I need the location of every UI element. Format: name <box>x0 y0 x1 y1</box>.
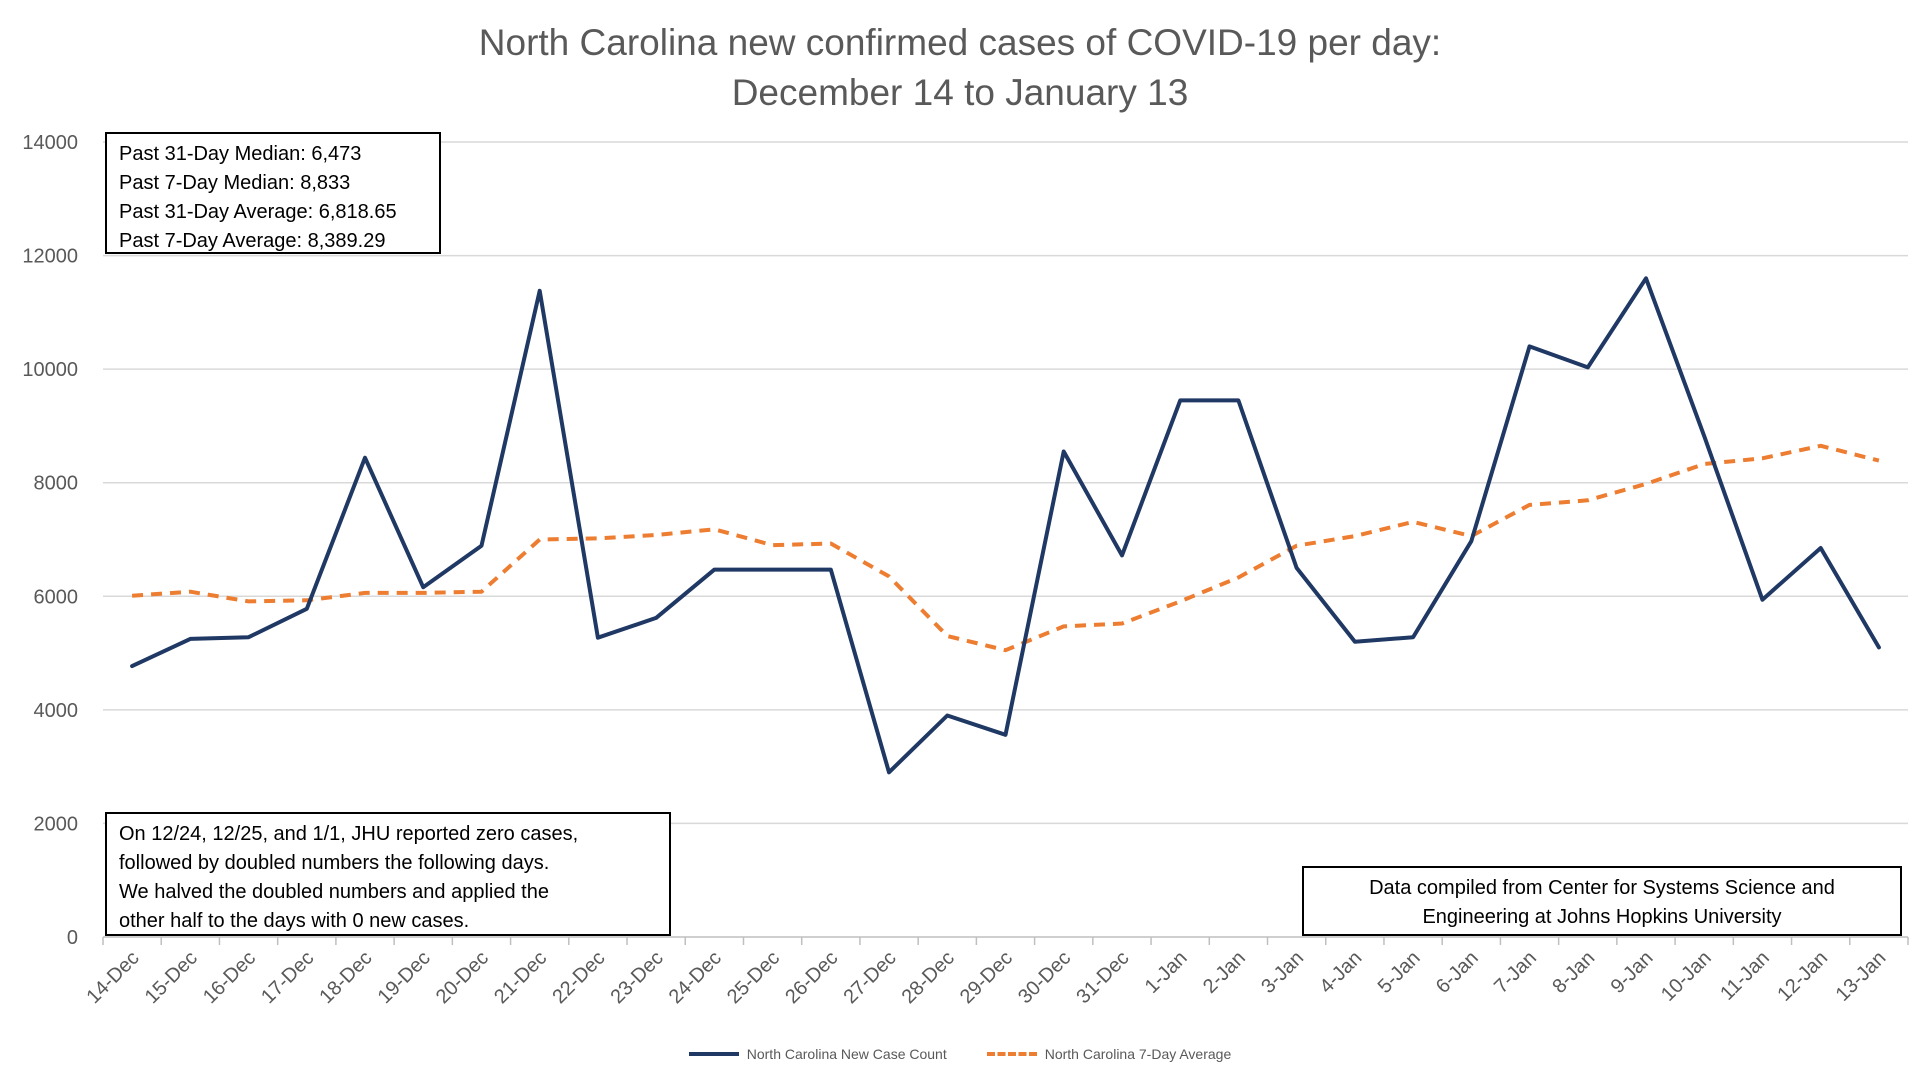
y-tick-label: 6000 <box>34 586 79 608</box>
x-tick-label: 18-Dec <box>315 947 376 1008</box>
x-tick-label: 31-Dec <box>1072 947 1133 1008</box>
x-tick-label: 21-Dec <box>490 947 551 1008</box>
y-tick-label: 0 <box>67 927 78 949</box>
x-tick-label: 14-Dec <box>82 947 143 1008</box>
stat-7-day-average: Past 7-Day Average: 8,389.29 <box>119 230 386 252</box>
x-tick-label: 17-Dec <box>257 947 318 1008</box>
series-line-7-day-average <box>131 443 1880 653</box>
x-tick-label: 9-Jan <box>1607 947 1658 998</box>
x-tick-label: 23-Dec <box>607 947 668 1008</box>
legend-label-7-day-average: North Carolina 7-Day Average <box>1044 1046 1232 1062</box>
x-tick-label: 29-Dec <box>956 947 1017 1008</box>
x-tick-label: 25-Dec <box>723 947 784 1008</box>
stat-7-day-median: Past 7-Day Median: 8,833 <box>119 172 351 194</box>
x-tick-label: 4-Jan <box>1315 947 1366 998</box>
legend-item-new-cases: North Carolina New Case Count <box>688 1046 947 1062</box>
x-tick-label: 26-Dec <box>781 947 842 1008</box>
x-tick-label: 22-Dec <box>548 947 609 1008</box>
x-tick-label: 3-Jan <box>1257 947 1308 998</box>
x-tick-label: 30-Dec <box>1014 947 1075 1008</box>
x-tick-label: 12-Jan <box>1773 947 1832 1006</box>
x-tick-label: 8-Jan <box>1548 947 1599 998</box>
x-tick-label: 6-Jan <box>1432 947 1483 998</box>
y-tick-label: 14000 <box>22 132 78 154</box>
y-tick-label: 12000 <box>22 246 78 268</box>
note-line: other half to the days with 0 new cases. <box>119 910 470 932</box>
source-line: Engineering at Johns Hopkins University <box>1422 906 1782 928</box>
chart-legend: North Carolina New Case Count North Caro… <box>0 1046 1920 1062</box>
stat-31-day-average: Past 31-Day Average: 6,818.65 <box>119 201 397 223</box>
x-tick-label: 19-Dec <box>374 947 435 1008</box>
source-line: Data compiled from Center for Systems Sc… <box>1369 877 1835 899</box>
x-tick-label: 28-Dec <box>898 947 959 1008</box>
chart-subtitle: December 14 to January 13 <box>731 72 1189 113</box>
x-tick-label: 7-Jan <box>1490 947 1541 998</box>
x-tick-label: 13-Jan <box>1832 947 1891 1006</box>
note-line: followed by doubled numbers the followin… <box>119 852 550 874</box>
legend-label-new-cases: North Carolina New Case Count <box>746 1046 947 1062</box>
x-tick-label: 1-Jan <box>1141 947 1192 998</box>
x-tick-label: 5-Jan <box>1374 947 1425 998</box>
x-tick-label: 24-Dec <box>665 947 726 1008</box>
chart-title: North Carolina new confirmed cases of CO… <box>478 22 1442 63</box>
stat-31-day-median: Past 31-Day Median: 6,473 <box>119 143 362 165</box>
y-tick-label: 4000 <box>34 700 79 722</box>
note-line: On 12/24, 12/25, and 1/1, JHU reported z… <box>119 823 579 845</box>
y-tick-label: 8000 <box>34 473 79 495</box>
x-tick-label: 20-Dec <box>432 947 493 1008</box>
x-tick-label: 15-Dec <box>141 947 202 1008</box>
note-box: On 12/24, 12/25, and 1/1, JHU reported z… <box>105 812 671 936</box>
x-tick-label: 27-Dec <box>839 947 900 1008</box>
note-line: We halved the doubled numbers and applie… <box>119 881 549 903</box>
stats-box: Past 31-Day Median: 6,473 Past 7-Day Med… <box>105 132 441 254</box>
source-box: Data compiled from Center for Systems Sc… <box>1302 866 1902 936</box>
x-tick-label: 2-Jan <box>1199 947 1250 998</box>
legend-swatch-7-day-average <box>986 1052 1037 1056</box>
x-tick-label: 10-Jan <box>1657 947 1716 1006</box>
y-tick-label: 2000 <box>34 813 79 835</box>
x-tick-label: 11-Jan <box>1716 947 1774 1005</box>
legend-item-7-day-average: North Carolina 7-Day Average <box>986 1046 1232 1062</box>
series-line-new-case-count <box>130 276 1881 775</box>
legend-swatch-new-cases <box>688 1052 739 1056</box>
chart-title-block: North Carolina new confirmed cases of CO… <box>0 18 1920 118</box>
y-tick-label: 10000 <box>22 359 78 381</box>
x-tick-label: 16-Dec <box>199 947 260 1008</box>
